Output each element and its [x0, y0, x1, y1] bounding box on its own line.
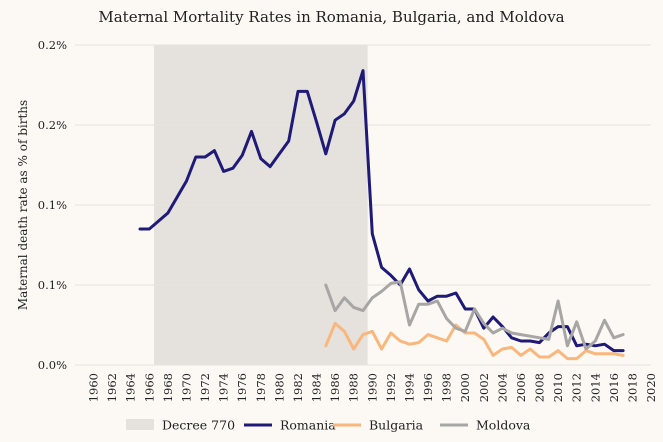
y-axis-label: Maternal death rate as % of births: [16, 100, 30, 310]
x-tick-label: 1962: [105, 373, 119, 402]
x-tick-label: 1976: [235, 373, 249, 402]
x-tick-label: 1994: [403, 373, 417, 402]
series-layer: [138, 69, 625, 361]
x-tick-label: 1970: [180, 373, 194, 402]
axis-layer: 0.0% 0.1% 0.1% 0.2% 0.2% 1960 1962 1964 1966 1968…: [38, 38, 658, 402]
legend-item-moldova: Moldova: [440, 418, 531, 433]
y-tick-label: 0.0%: [38, 358, 67, 372]
legend: Decree 770 Romania Bulgaria Moldova: [126, 418, 531, 433]
legend-item-bulgaria: Bulgaria: [333, 418, 424, 433]
x-tick-label: 1996: [421, 373, 435, 402]
x-tick-label: 1972: [198, 373, 212, 402]
legend-label: Romania: [280, 418, 336, 433]
legend-label: Decree 770: [162, 418, 235, 433]
x-tick-label: 1988: [347, 373, 361, 402]
x-tick-label: 2008: [533, 373, 547, 402]
x-tick-label: 1964: [124, 373, 138, 402]
x-tick-label: 1968: [161, 373, 175, 402]
x-tick-label: 2012: [570, 373, 584, 402]
x-tick-label: 1980: [272, 373, 286, 402]
x-tick-label: 1966: [142, 373, 156, 402]
x-tick-label: 1992: [384, 373, 398, 402]
x-tick-label: 1998: [440, 373, 454, 402]
x-tick-label: 1960: [87, 373, 101, 402]
x-tick-label: 2010: [551, 373, 565, 402]
x-tick-label: 2016: [607, 373, 621, 402]
y-tick-label: 0.2%: [38, 38, 67, 52]
y-tick-label: 0.2%: [38, 118, 67, 132]
x-tick-label: 1978: [254, 373, 268, 402]
x-tick-label: 2000: [458, 373, 472, 402]
chart-title: Maternal Mortality Rates in Romania, Bul…: [98, 8, 564, 26]
legend-item-romania: Romania: [244, 418, 336, 433]
x-tick-label: 1986: [328, 373, 342, 402]
x-tick-label: 1974: [217, 373, 231, 402]
x-tick-label: 2014: [588, 373, 602, 402]
x-tick-label: 2018: [625, 373, 639, 402]
x-tick-label: 2004: [495, 373, 509, 402]
x-tick-label: 2002: [477, 373, 491, 402]
series-line-moldova: [324, 280, 625, 351]
series-line-bulgaria: [324, 321, 625, 361]
legend-swatch: [126, 419, 154, 430]
x-tick-label: 2020: [644, 373, 658, 402]
legend-item-decree-770: Decree 770: [126, 418, 235, 433]
y-tick-label: 0.1%: [38, 198, 67, 212]
legend-label: Moldova: [476, 418, 531, 433]
x-tick-label: 1984: [310, 373, 324, 402]
y-tick-label: 0.1%: [38, 278, 67, 292]
legend-label: Bulgaria: [369, 418, 424, 433]
x-tick-label: 1982: [291, 373, 305, 402]
x-tick-label: 2006: [514, 373, 528, 402]
x-tick-label: 1990: [365, 373, 379, 402]
